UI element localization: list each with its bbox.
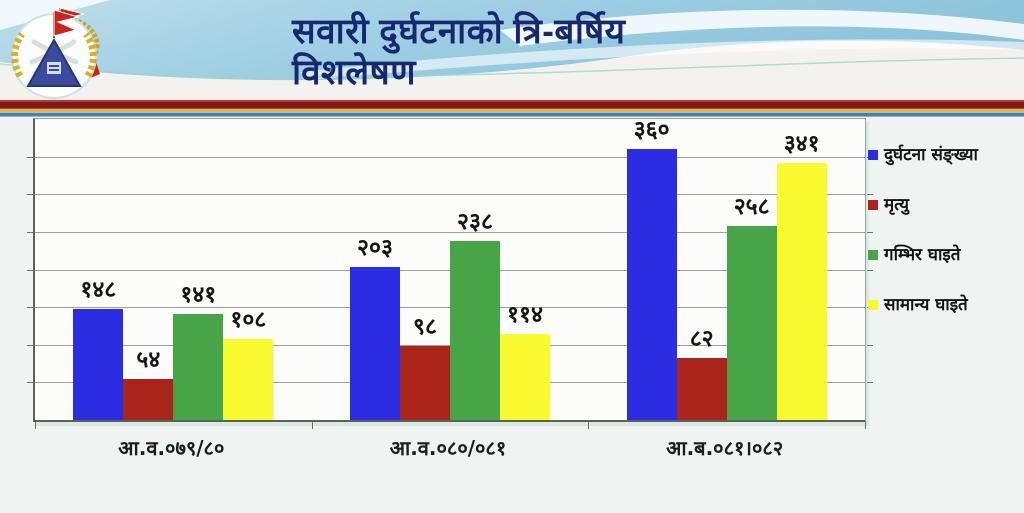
bar-series2-cat0 (173, 313, 224, 420)
bar-series3-cat1 (500, 334, 550, 420)
bar-series3-cat0 (223, 338, 274, 420)
bar-value-label: ११४ (507, 302, 543, 329)
header-banner: सवारी दुर्घटनाको त्रि-बर्षिय विशलेषण (0, 0, 1024, 100)
bar-series2-cat1 (450, 240, 500, 420)
axis-tick (27, 307, 33, 309)
x-axis-label-0: आ.व.०७९/८० (118, 436, 225, 460)
bar-series1-cat0 (123, 379, 174, 420)
axis-tick (27, 344, 33, 346)
legend-item-0: दुर्घटना संङ्ख्या (868, 145, 1020, 195)
slide-title-line2: विशलेषण (292, 52, 417, 92)
axis-tick (867, 344, 873, 346)
bar-series2-cat2 (726, 225, 777, 420)
bar-series0-cat1 (350, 267, 400, 420)
axis-tick (35, 422, 36, 429)
bar-value-label: २०३ (357, 235, 393, 262)
axis-tick (867, 194, 873, 196)
axis-tick (27, 382, 33, 384)
legend-label: गम्भिर घाइते (884, 245, 961, 265)
legend-swatch-icon (868, 150, 878, 160)
axis-tick (27, 156, 33, 158)
x-axis-label-2: आ.ब.०८१।०८२ (666, 436, 784, 460)
chart-legend: दुर्घटना संङ्ख्या मृत्यु गम्भिर घाइते सामान… (868, 145, 1020, 345)
axis-tick (27, 231, 33, 233)
bar-value-label: ५४ (136, 347, 161, 374)
bar-series0-cat2 (626, 149, 677, 420)
bar-value-label: ३६० (633, 117, 670, 144)
bar-value-label: ८२ (689, 326, 714, 353)
traffic-police-logo (11, 9, 97, 99)
legend-swatch-icon (868, 200, 878, 210)
bar-series3-cat2 (776, 163, 827, 420)
legend-item-2: गम्भिर घाइते (868, 245, 1020, 295)
gridline (35, 231, 865, 233)
bar-value-label: २३८ (457, 208, 493, 235)
legend-item-1: मृत्यु (868, 195, 1020, 245)
bar-value-label: २५८ (733, 193, 770, 220)
legend-item-3: सामान्य घाइते (868, 295, 1020, 345)
bar-series0-cat0 (73, 308, 124, 420)
bar-value-label: ३४१ (783, 131, 820, 158)
bar-series1-cat2 (676, 358, 727, 420)
legend-swatch-icon (868, 300, 878, 310)
axis-tick (867, 231, 873, 233)
slide-title-line1: सवारी दुर्घटनाको त्रि-बर्षिय (292, 12, 626, 51)
legend-label: मृत्यु (884, 195, 909, 215)
separator-stripes (0, 100, 1024, 117)
legend-swatch-icon (868, 250, 878, 260)
bar-value-label: ९८ (413, 314, 437, 341)
bar-value-label: १४८ (80, 276, 117, 303)
slide-title: सवारी दुर्घटनाको त्रि-बर्षिय विशलेषण (292, 12, 912, 94)
axis-tick (867, 382, 873, 384)
legend-label: सामान्य घाइते (884, 295, 968, 315)
bar-value-label: १४१ (180, 281, 217, 308)
bar-value-label: १०८ (230, 306, 267, 333)
axis-tick (27, 194, 33, 196)
header-wave-background (0, 0, 1024, 100)
axis-tick (588, 422, 590, 429)
axis-tick (27, 269, 33, 271)
legend-label: दुर्घटना संङ्ख्या (884, 145, 978, 165)
axis-tick (311, 422, 313, 429)
axis-tick (867, 269, 873, 271)
axis-tick (865, 422, 866, 429)
x-axis-label-1: आ.व.०८०/०८१ (389, 436, 507, 460)
bar-series1-cat1 (400, 346, 450, 420)
gridline (35, 194, 865, 196)
plot-area: १४८ २०३ ३६० ५४ ९८ ८२ १४१ २३८ २५८ १०८ ११४ ३४१ (27, 117, 873, 429)
gridline (35, 156, 865, 158)
